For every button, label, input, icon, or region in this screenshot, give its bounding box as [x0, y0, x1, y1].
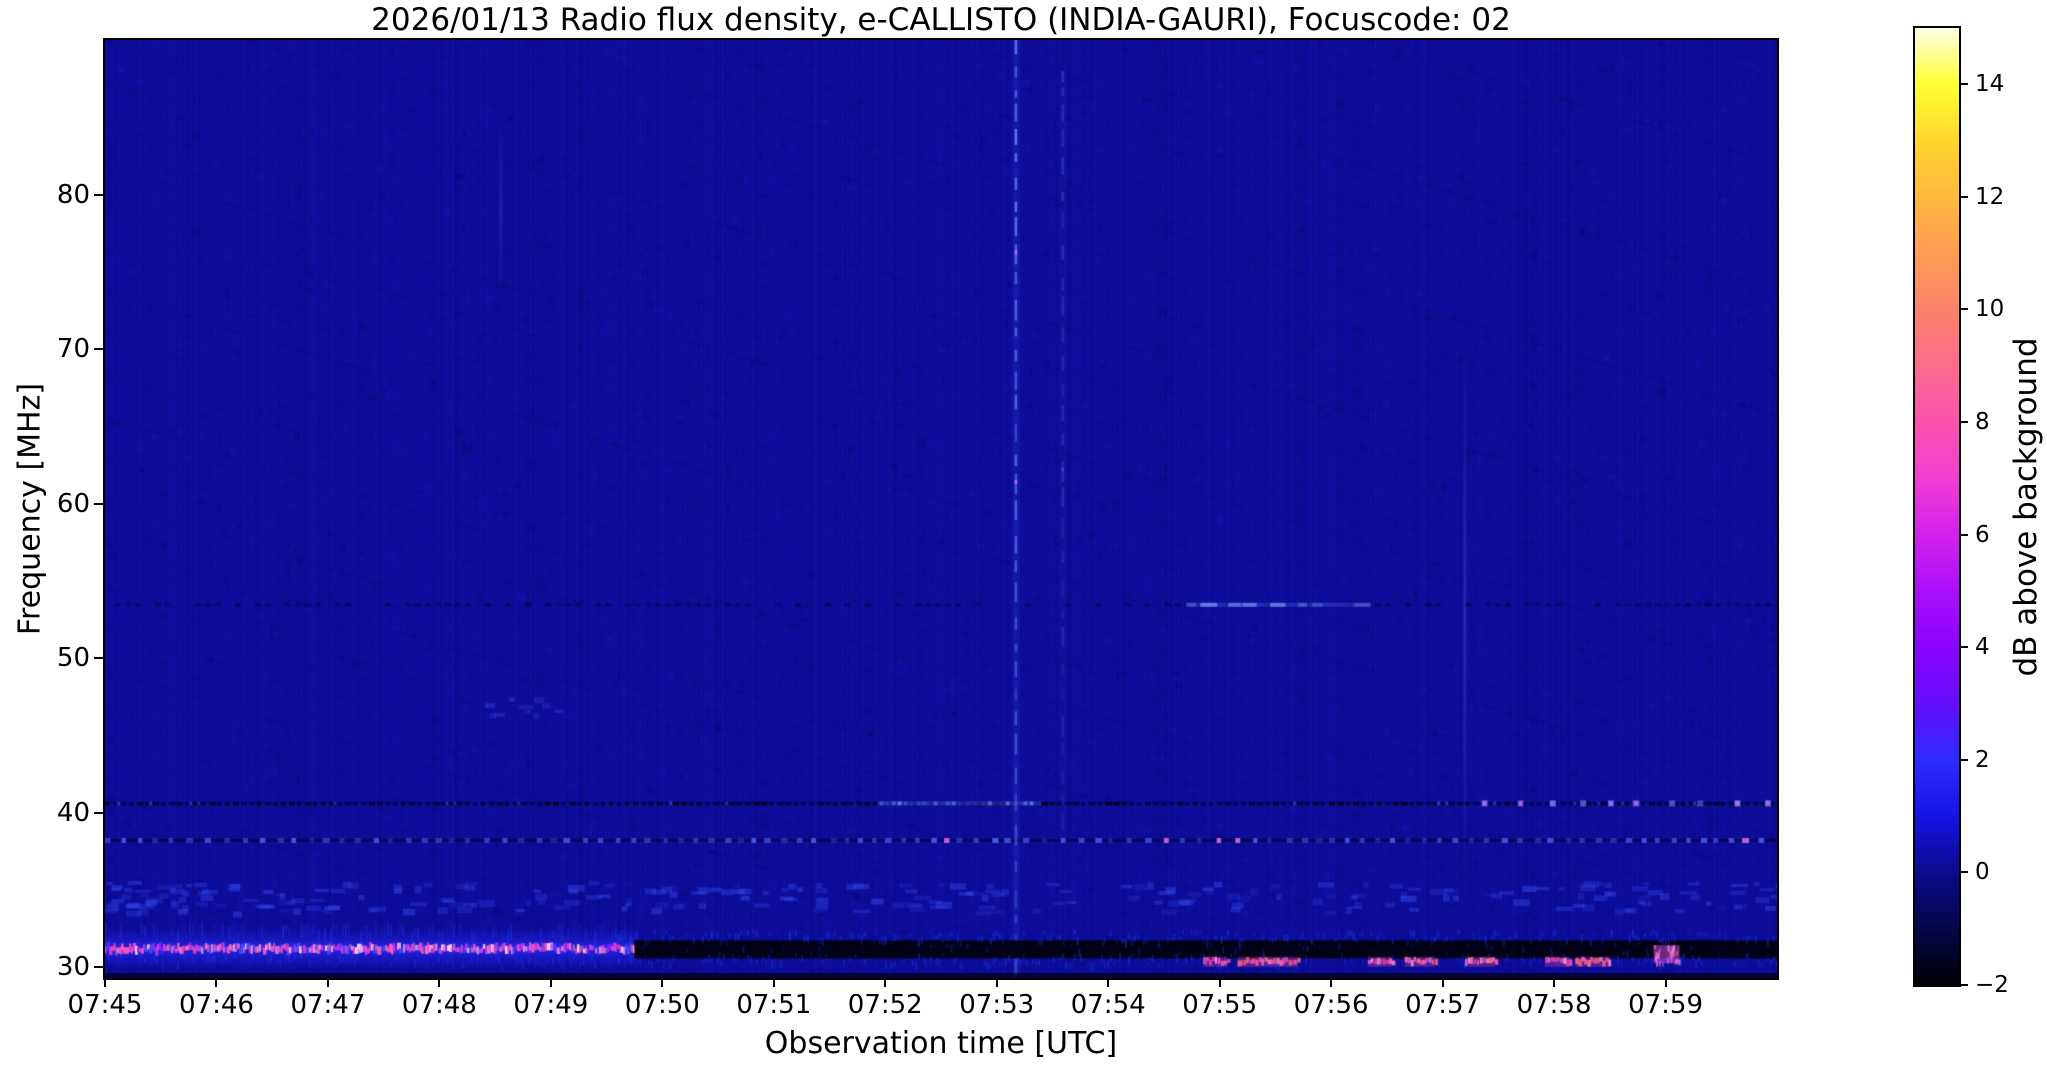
y-tick-label: 80 — [56, 179, 90, 210]
x-tick-mark — [1441, 978, 1444, 987]
y-axis-label: Frequency [MHz] — [12, 382, 48, 636]
x-tick-label: 07:55 — [1182, 990, 1258, 1020]
x-tick-label: 07:57 — [1405, 990, 1481, 1020]
x-tick-mark — [1553, 978, 1556, 987]
x-tick-label: 07:53 — [959, 990, 1035, 1020]
y-tick-mark — [94, 502, 103, 505]
colorbar — [1913, 26, 1961, 987]
x-tick-label: 07:59 — [1628, 990, 1703, 1020]
x-tick-mark — [1664, 978, 1667, 987]
colorbar-label: dB above background — [2008, 337, 2044, 677]
x-tick-label: 07:45 — [67, 990, 143, 1020]
y-tick-mark — [94, 193, 103, 196]
colorbar-tick-label: 6 — [1975, 521, 1990, 548]
colorbar-tick-mark — [1961, 83, 1968, 86]
spectrogram-canvas — [105, 40, 1777, 978]
colorbar-tick-mark — [1961, 646, 1968, 649]
plot-area — [103, 38, 1779, 980]
y-tick-label: 30 — [56, 952, 90, 983]
colorbar-tick-label: 14 — [1975, 71, 2005, 98]
colorbar-tick-mark — [1961, 195, 1968, 198]
colorbar-tick-label: 0 — [1975, 859, 1990, 886]
colorbar-tick-mark — [1961, 758, 1968, 761]
y-tick-label: 70 — [56, 334, 90, 365]
y-tick-label: 40 — [56, 797, 90, 828]
y-tick-label: 60 — [56, 488, 90, 519]
colorbar-tick-mark — [1961, 871, 1968, 874]
colorbar-tick-mark — [1961, 308, 1968, 311]
x-tick-mark — [772, 978, 775, 987]
x-tick-label: 07:58 — [1516, 990, 1592, 1020]
y-tick-label: 50 — [56, 643, 90, 674]
colorbar-tick-mark — [1961, 421, 1968, 424]
colorbar-tick-mark — [1961, 984, 1968, 986]
y-tick-mark — [94, 966, 103, 969]
x-tick-mark — [549, 978, 552, 987]
x-tick-label: 07:54 — [1070, 990, 1146, 1020]
y-tick-mark — [94, 657, 103, 660]
colorbar-tick-label: 2 — [1975, 746, 1990, 773]
colorbar-tick-mark — [1961, 533, 1968, 536]
colorbar-tick-label: −2 — [1975, 972, 2009, 998]
colorbar-tick-label: 8 — [1975, 409, 1990, 436]
x-tick-mark — [104, 978, 106, 987]
y-tick-mark — [94, 811, 103, 814]
colorbar-tick-label: 12 — [1975, 183, 2005, 210]
colorbar-tick-label: 10 — [1975, 296, 2005, 323]
x-tick-label: 07:49 — [513, 990, 589, 1020]
x-tick-mark — [884, 978, 887, 987]
x-tick-label: 07:48 — [401, 990, 477, 1020]
x-axis-label: Observation time [UTC] — [764, 1026, 1118, 1061]
chart-title: 2026/01/13 Radio flux density, e-CALLIST… — [371, 2, 1511, 38]
x-tick-label: 07:50 — [624, 990, 700, 1020]
colorbar-tick-label: 4 — [1975, 634, 1990, 661]
x-tick-label: 07:52 — [847, 990, 923, 1020]
x-tick-label: 07:46 — [178, 990, 254, 1020]
x-tick-mark — [1107, 978, 1110, 987]
x-tick-mark — [661, 978, 664, 987]
x-tick-label: 07:51 — [736, 990, 812, 1020]
x-tick-mark — [1330, 978, 1333, 987]
x-tick-label: 07:47 — [290, 990, 366, 1020]
x-tick-mark — [995, 978, 998, 987]
x-tick-label: 07:56 — [1293, 990, 1369, 1020]
x-tick-mark — [215, 978, 218, 987]
y-tick-mark — [94, 348, 103, 351]
x-tick-mark — [326, 978, 329, 987]
x-tick-mark — [438, 978, 441, 987]
x-tick-mark — [1218, 978, 1221, 987]
